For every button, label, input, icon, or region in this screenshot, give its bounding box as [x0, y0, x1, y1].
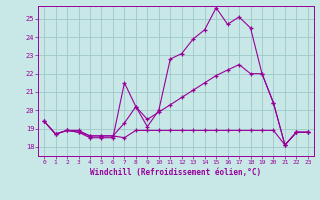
X-axis label: Windchill (Refroidissement éolien,°C): Windchill (Refroidissement éolien,°C) — [91, 168, 261, 177]
